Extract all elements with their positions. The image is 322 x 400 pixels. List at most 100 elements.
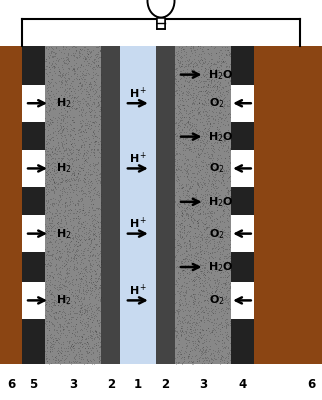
Point	[69, 346, 74, 352]
Point	[76, 206, 81, 212]
Point	[204, 186, 209, 192]
Point	[93, 62, 98, 68]
Point	[192, 112, 197, 118]
Point	[71, 247, 76, 254]
Point	[191, 101, 196, 107]
Point	[70, 67, 75, 74]
Point	[222, 206, 227, 212]
Point	[204, 327, 209, 333]
Point	[178, 55, 184, 61]
Point	[83, 341, 89, 347]
Point	[84, 326, 89, 332]
Point	[177, 156, 182, 162]
Point	[72, 358, 78, 364]
Point	[187, 62, 192, 69]
Point	[182, 121, 187, 128]
Point	[89, 237, 94, 243]
Point	[85, 60, 90, 66]
Point	[51, 228, 56, 234]
Point	[55, 128, 60, 134]
Point	[62, 326, 67, 332]
Point	[204, 230, 210, 237]
Point	[201, 200, 206, 206]
Point	[176, 141, 182, 147]
Point	[56, 233, 61, 240]
Point	[82, 236, 87, 242]
Point	[178, 297, 184, 304]
Point	[210, 115, 215, 121]
Point	[187, 306, 193, 313]
Point	[44, 301, 49, 308]
Point	[69, 342, 74, 348]
Point	[177, 318, 182, 325]
Point	[93, 70, 98, 77]
Point	[98, 220, 103, 226]
Point	[192, 265, 197, 272]
Point	[58, 216, 63, 223]
Point	[201, 109, 206, 116]
Point	[86, 212, 91, 219]
Point	[46, 94, 51, 101]
Point	[192, 192, 197, 198]
Point	[99, 97, 104, 103]
Point	[65, 343, 70, 350]
Point	[184, 245, 189, 252]
Point	[89, 93, 94, 99]
Point	[214, 84, 219, 90]
Point	[210, 122, 215, 129]
Point	[223, 279, 229, 286]
Point	[83, 54, 88, 60]
Text: H$^+$: H$^+$	[129, 86, 147, 101]
Point	[50, 223, 55, 230]
Point	[220, 56, 225, 62]
Point	[44, 318, 50, 325]
Point	[69, 280, 74, 287]
Point	[50, 200, 55, 207]
Point	[68, 234, 73, 240]
Point	[90, 286, 95, 293]
Point	[188, 214, 194, 221]
Point	[81, 158, 87, 164]
Point	[218, 93, 223, 99]
Point	[174, 238, 179, 244]
Point	[222, 136, 227, 142]
Point	[198, 309, 203, 316]
Point	[80, 186, 85, 193]
Point	[67, 327, 72, 334]
Point	[80, 334, 85, 340]
Point	[68, 347, 73, 353]
Point	[190, 244, 195, 251]
Point	[177, 303, 182, 309]
Point	[97, 336, 102, 342]
Point	[77, 271, 82, 278]
Point	[80, 117, 85, 124]
Point	[210, 116, 215, 122]
Point	[202, 296, 207, 303]
Point	[208, 202, 213, 209]
Point	[194, 331, 199, 338]
Point	[82, 171, 88, 177]
Point	[81, 142, 86, 148]
Point	[69, 181, 74, 188]
Point	[52, 314, 57, 320]
Point	[214, 83, 219, 89]
Point	[76, 202, 81, 208]
Point	[90, 279, 95, 285]
Point	[47, 289, 52, 295]
Point	[204, 297, 210, 303]
Point	[207, 292, 213, 298]
Point	[82, 263, 87, 270]
Point	[217, 213, 222, 220]
Point	[80, 128, 85, 134]
Point	[198, 78, 203, 85]
Point	[210, 249, 215, 255]
Point	[183, 154, 188, 161]
Point	[203, 56, 208, 63]
Point	[218, 240, 223, 246]
Point	[96, 219, 101, 225]
Point	[226, 337, 231, 343]
Point	[95, 103, 100, 109]
Point	[185, 204, 190, 210]
Point	[85, 311, 90, 318]
Point	[197, 346, 202, 352]
